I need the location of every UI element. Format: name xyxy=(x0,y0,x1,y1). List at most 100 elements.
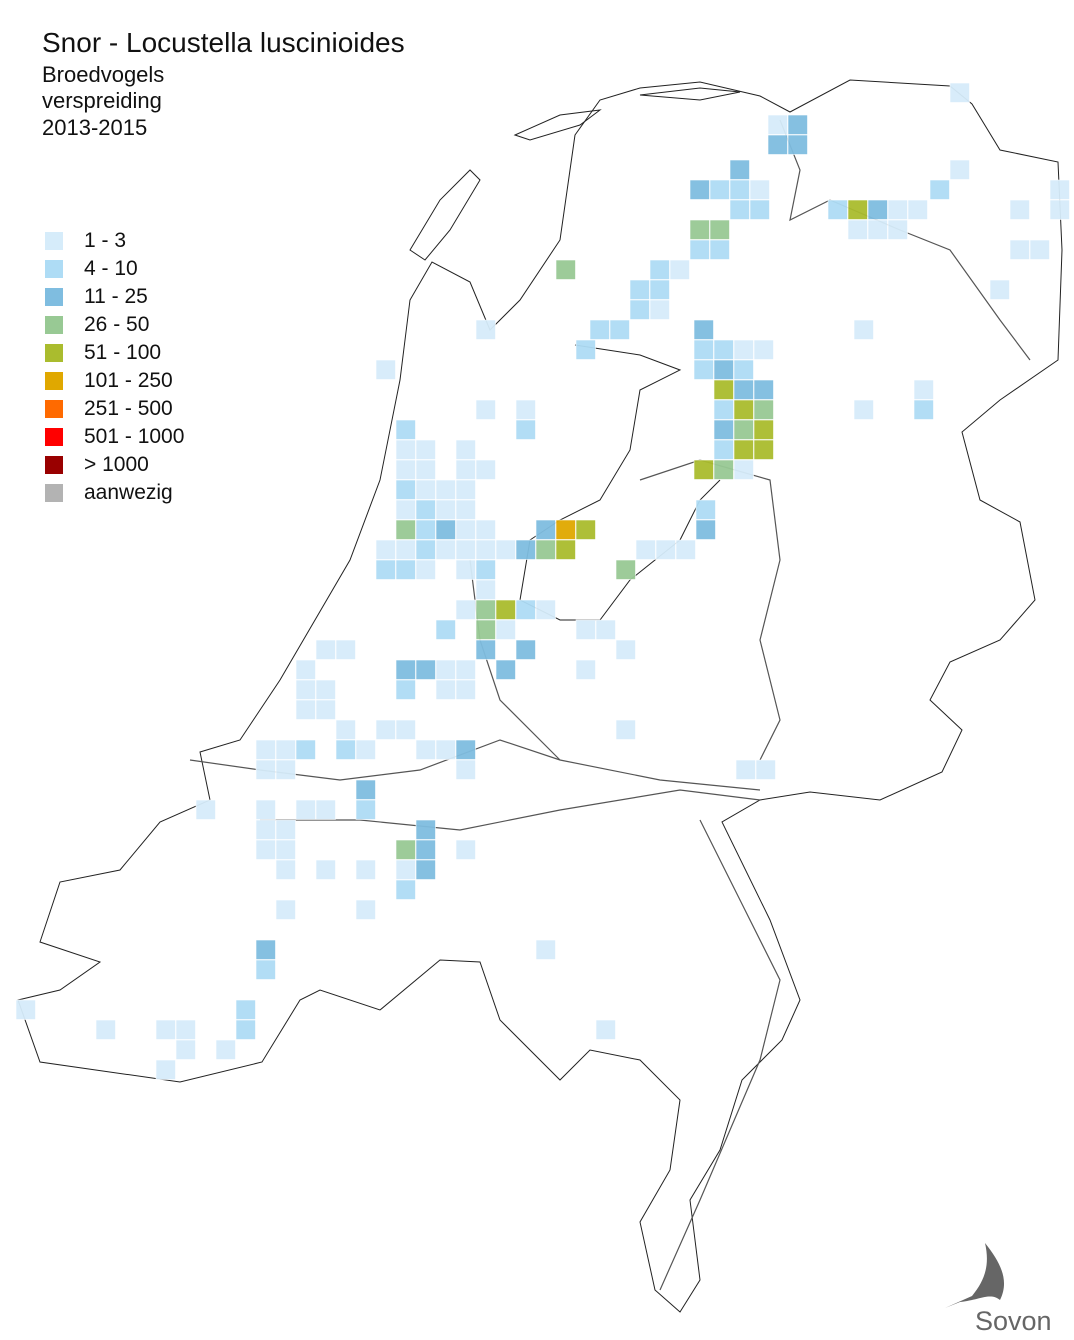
legend-label: 26 - 50 xyxy=(84,313,149,336)
grid-cell xyxy=(575,339,596,360)
grid-cell xyxy=(907,199,928,220)
grid-cell xyxy=(827,199,848,220)
legend-label: 251 - 500 xyxy=(84,397,173,420)
grid-cell xyxy=(395,479,416,500)
grid-cell xyxy=(535,539,556,560)
grid-cell xyxy=(455,439,476,460)
grid-cell xyxy=(655,539,676,560)
grid-cell xyxy=(375,559,396,580)
grid-cell xyxy=(867,199,888,220)
grid-cell xyxy=(495,659,516,680)
grid-cell xyxy=(175,1019,196,1040)
grid-cell xyxy=(275,739,296,760)
grid-cell xyxy=(415,839,436,860)
grid-cell xyxy=(255,739,276,760)
grid-cell xyxy=(475,459,496,480)
grid-cell xyxy=(355,739,376,760)
grid-cell xyxy=(689,219,710,240)
grid-cell xyxy=(929,179,950,200)
grid-cell xyxy=(415,479,436,500)
grid-cell xyxy=(255,839,276,860)
grid-cell xyxy=(335,639,356,660)
grid-cell xyxy=(753,439,774,460)
grid-cell xyxy=(395,439,416,460)
grid-cell xyxy=(315,859,336,880)
grid-cell xyxy=(275,859,296,880)
grid-cell xyxy=(853,399,874,420)
grid-cell xyxy=(733,339,754,360)
grid-cell xyxy=(475,319,496,340)
grid-cell xyxy=(315,799,336,820)
grid-cell xyxy=(455,679,476,700)
grid-cell xyxy=(649,299,670,320)
grid-cell xyxy=(713,459,734,480)
legend-swatch xyxy=(45,372,63,390)
grid-cell xyxy=(475,399,496,420)
grid-cell xyxy=(733,399,754,420)
grid-cell xyxy=(735,759,756,780)
grid-cell xyxy=(455,459,476,480)
legend-label: 1 - 3 xyxy=(84,229,126,252)
subtitle: 2013-2015 xyxy=(42,115,147,140)
grid-cell xyxy=(255,959,276,980)
legend-label: aanwezig xyxy=(84,481,173,504)
grid-cell xyxy=(415,819,436,840)
grid-cell xyxy=(395,459,416,480)
grid-cell xyxy=(395,679,416,700)
grid-cell xyxy=(395,419,416,440)
grid-cell xyxy=(275,819,296,840)
grid-cell xyxy=(375,359,396,380)
grid-cell xyxy=(355,799,376,820)
legend-label: 11 - 25 xyxy=(84,285,148,308)
grid-cell xyxy=(693,459,714,480)
grid-cell xyxy=(155,1019,176,1040)
grid-cell xyxy=(455,839,476,860)
grid-cell xyxy=(615,559,636,580)
grid-cell xyxy=(415,459,436,480)
grid-cell xyxy=(575,519,596,540)
grid-cell xyxy=(275,839,296,860)
grid-cell xyxy=(335,739,356,760)
grid-cell xyxy=(729,199,750,220)
grid-cell xyxy=(649,259,670,280)
grid-cell xyxy=(395,879,416,900)
grid-cell xyxy=(709,219,730,240)
grid-cell xyxy=(455,499,476,520)
legend-label: > 1000 xyxy=(84,453,149,476)
grid-cell xyxy=(215,1039,236,1060)
grid-cell xyxy=(415,439,436,460)
grid-cell xyxy=(395,839,416,860)
grid-cell xyxy=(733,439,754,460)
grid-cell xyxy=(395,539,416,560)
grid-cell xyxy=(787,114,808,135)
grid-cell xyxy=(435,739,456,760)
logo-swallow xyxy=(945,1243,1005,1308)
grid-cell xyxy=(1009,239,1030,260)
grid-cell xyxy=(255,799,276,820)
grid-cell xyxy=(455,479,476,500)
grid-cell xyxy=(295,699,316,720)
grid-cell xyxy=(375,719,396,740)
grid-cell xyxy=(375,539,396,560)
grid-cell xyxy=(949,82,970,103)
grid-cell xyxy=(787,134,808,155)
grid-cell xyxy=(395,519,416,540)
grid-cell xyxy=(455,759,476,780)
grid-cell xyxy=(395,559,416,580)
grid-cell xyxy=(753,339,774,360)
grid-cell xyxy=(749,199,770,220)
grid-cell xyxy=(575,619,596,640)
legend-swatch xyxy=(45,428,63,446)
grid-cell xyxy=(355,859,376,880)
grid-cell xyxy=(635,539,656,560)
grid-cell xyxy=(675,539,696,560)
grid-cell xyxy=(515,539,536,560)
grid-cell xyxy=(693,339,714,360)
grid-cell xyxy=(1009,199,1030,220)
grid-cell xyxy=(555,259,576,280)
grid-cell xyxy=(767,114,788,135)
island xyxy=(513,109,602,141)
grid-cell xyxy=(555,519,576,540)
grid-cell xyxy=(235,999,256,1020)
grid-cell xyxy=(609,319,630,340)
